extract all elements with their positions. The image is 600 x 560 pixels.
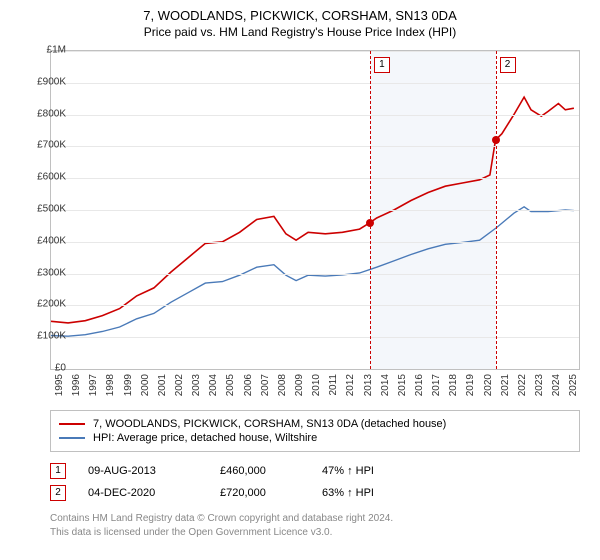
sales-table: 1 09-AUG-2013 £460,000 47% ↑ HPI 2 04-DE… xyxy=(50,460,580,504)
x-axis-label: 2004 xyxy=(208,374,219,396)
marker-badge: 2 xyxy=(500,57,516,73)
x-axis-label: 2003 xyxy=(191,374,202,396)
legend-swatch xyxy=(59,437,85,439)
marker-line xyxy=(496,51,497,369)
marker-badge: 1 xyxy=(374,57,390,73)
sale-row: 1 09-AUG-2013 £460,000 47% ↑ HPI xyxy=(50,460,580,482)
x-axis-label: 2020 xyxy=(483,374,494,396)
x-axis-label: 1995 xyxy=(54,374,65,396)
x-axis-label: 2024 xyxy=(551,374,562,396)
y-axis-label: £100K xyxy=(26,331,66,342)
x-axis-label: 2023 xyxy=(534,374,545,396)
x-axis-label: 1999 xyxy=(123,374,134,396)
x-axis-label: 2022 xyxy=(517,374,528,396)
sale-price: £460,000 xyxy=(220,465,300,477)
legend-box: 7, WOODLANDS, PICKWICK, CORSHAM, SN13 0D… xyxy=(50,410,580,452)
x-axis-label: 2021 xyxy=(500,374,511,396)
footer-line: This data is licensed under the Open Gov… xyxy=(50,526,580,540)
chart-title: 7, WOODLANDS, PICKWICK, CORSHAM, SN13 0D… xyxy=(0,0,600,23)
y-axis-label: £400K xyxy=(26,235,66,246)
marker-dot xyxy=(366,219,374,227)
y-axis-label: £900K xyxy=(26,76,66,87)
y-axis-label: £0 xyxy=(26,363,66,374)
x-axis-label: 2014 xyxy=(380,374,391,396)
x-axis-label: 2015 xyxy=(397,374,408,396)
footer-attribution: Contains HM Land Registry data © Crown c… xyxy=(50,512,580,539)
sale-date: 09-AUG-2013 xyxy=(88,465,198,477)
x-axis-label: 2009 xyxy=(294,374,305,396)
legend-label: 7, WOODLANDS, PICKWICK, CORSHAM, SN13 0D… xyxy=(93,418,446,430)
footer-line: Contains HM Land Registry data © Crown c… xyxy=(50,512,580,526)
y-axis-label: £300K xyxy=(26,267,66,278)
sale-marker-icon: 1 xyxy=(50,463,66,479)
sale-marker-icon: 2 xyxy=(50,485,66,501)
y-axis-label: £500K xyxy=(26,204,66,215)
x-axis-label: 1998 xyxy=(105,374,116,396)
y-axis-label: £200K xyxy=(26,299,66,310)
x-axis-label: 2017 xyxy=(431,374,442,396)
x-axis-label: 2008 xyxy=(277,374,288,396)
x-axis-label: 2019 xyxy=(465,374,476,396)
sale-hpi: 47% ↑ HPI xyxy=(322,465,422,477)
chart-container: 7, WOODLANDS, PICKWICK, CORSHAM, SN13 0D… xyxy=(0,0,600,560)
sale-price: £720,000 xyxy=(220,487,300,499)
chart-subtitle: Price paid vs. HM Land Registry's House … xyxy=(0,23,600,43)
x-axis-label: 2013 xyxy=(363,374,374,396)
legend-item: HPI: Average price, detached house, Wilt… xyxy=(59,431,571,445)
sale-hpi: 63% ↑ HPI xyxy=(322,487,422,499)
chart-plot-area: 12 xyxy=(50,50,580,370)
y-axis-label: £800K xyxy=(26,108,66,119)
marker-dot xyxy=(492,136,500,144)
marker-line xyxy=(370,51,371,369)
y-axis-label: £600K xyxy=(26,172,66,183)
x-axis-label: 2025 xyxy=(568,374,579,396)
x-axis-label: 2005 xyxy=(225,374,236,396)
x-axis-label: 2007 xyxy=(260,374,271,396)
sale-date: 04-DEC-2020 xyxy=(88,487,198,499)
x-axis-label: 2012 xyxy=(345,374,356,396)
legend-item: 7, WOODLANDS, PICKWICK, CORSHAM, SN13 0D… xyxy=(59,417,571,431)
x-axis-label: 2006 xyxy=(243,374,254,396)
x-axis-label: 2011 xyxy=(328,374,339,396)
x-axis-label: 1996 xyxy=(71,374,82,396)
y-axis-label: £1M xyxy=(26,45,66,56)
y-axis-label: £700K xyxy=(26,140,66,151)
x-axis-label: 2000 xyxy=(140,374,151,396)
sale-row: 2 04-DEC-2020 £720,000 63% ↑ HPI xyxy=(50,482,580,504)
x-axis-label: 2010 xyxy=(311,374,322,396)
x-axis-label: 2002 xyxy=(174,374,185,396)
legend-swatch xyxy=(59,423,85,425)
legend-label: HPI: Average price, detached house, Wilt… xyxy=(93,432,317,444)
x-axis-label: 2016 xyxy=(414,374,425,396)
x-axis-label: 2001 xyxy=(157,374,168,396)
x-axis-label: 2018 xyxy=(448,374,459,396)
x-axis-label: 1997 xyxy=(88,374,99,396)
